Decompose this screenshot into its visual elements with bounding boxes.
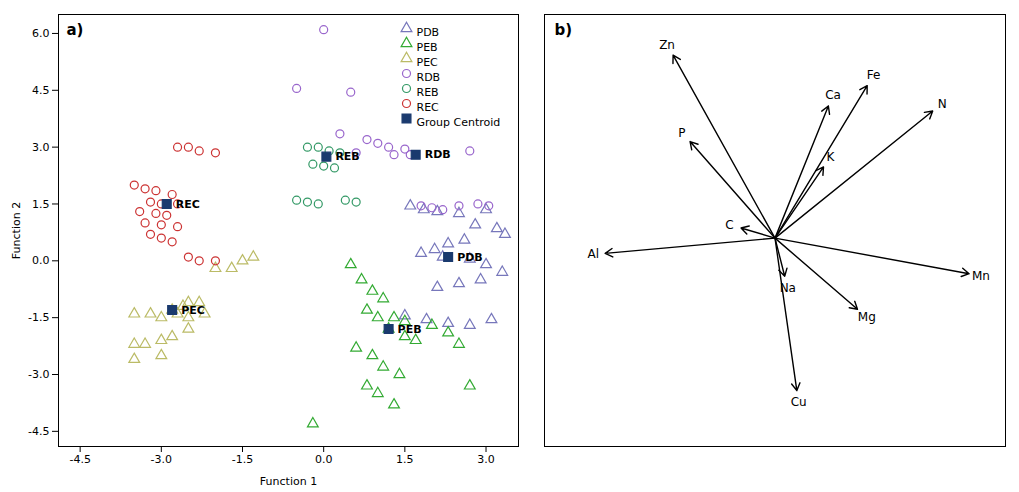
svg-text:PDB: PDB [417, 26, 440, 39]
svg-text:Function 2: Function 2 [10, 202, 23, 259]
svg-text:3.0: 3.0 [32, 141, 50, 154]
svg-text:PEC: PEC [181, 304, 205, 317]
svg-text:Group Centroid: Group Centroid [417, 116, 501, 129]
svg-text:Cu: Cu [791, 395, 807, 409]
svg-text:-4.5: -4.5 [28, 425, 49, 438]
svg-text:0.0: 0.0 [32, 254, 50, 267]
svg-text:Mn: Mn [972, 269, 990, 283]
svg-text:RDB: RDB [425, 148, 451, 161]
svg-text:-1.5: -1.5 [28, 311, 49, 324]
svg-text:C: C [725, 218, 733, 232]
svg-text:K: K [827, 150, 836, 164]
svg-text:REC: REC [176, 197, 200, 210]
svg-text:REB: REB [417, 86, 439, 99]
svg-text:-1.5: -1.5 [232, 453, 253, 466]
svg-text:-3.0: -3.0 [28, 368, 49, 381]
svg-text:1.5: 1.5 [396, 453, 414, 466]
svg-text:REC: REC [417, 101, 440, 114]
svg-text:PEB: PEB [398, 323, 422, 336]
svg-text:a): a) [67, 21, 84, 39]
svg-text:PEC: PEC [417, 56, 439, 69]
svg-text:PEB: PEB [417, 41, 438, 54]
svg-text:-3.0: -3.0 [151, 453, 172, 466]
svg-text:4.5: 4.5 [32, 84, 50, 97]
svg-text:Na: Na [780, 281, 796, 295]
svg-text:Ca: Ca [825, 88, 841, 102]
svg-text:Mg: Mg [858, 310, 876, 324]
svg-text:1.5: 1.5 [32, 197, 50, 210]
svg-text:P: P [678, 126, 685, 140]
svg-text:b): b) [555, 21, 573, 39]
svg-text:3.0: 3.0 [477, 453, 495, 466]
svg-text:Al: Al [587, 247, 599, 261]
svg-text:REB: REB [335, 150, 359, 163]
svg-text:RDB: RDB [417, 71, 441, 84]
svg-text:PDB: PDB [457, 251, 483, 264]
svg-text:Fe: Fe [867, 68, 881, 82]
svg-text:Function 1: Function 1 [260, 475, 317, 488]
svg-text:-4.5: -4.5 [69, 453, 90, 466]
svg-text:Zn: Zn [659, 38, 675, 52]
svg-text:0.0: 0.0 [315, 453, 333, 466]
svg-text:6.0: 6.0 [32, 27, 50, 40]
svg-text:N: N [938, 97, 947, 111]
